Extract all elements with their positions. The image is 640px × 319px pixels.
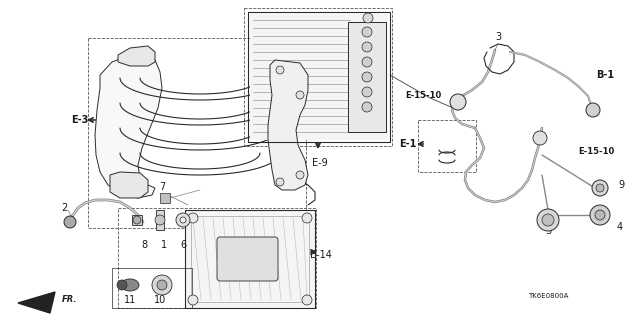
Bar <box>191 216 309 302</box>
Circle shape <box>188 295 198 305</box>
Circle shape <box>155 215 165 225</box>
Circle shape <box>157 280 167 290</box>
Text: E-14: E-14 <box>310 250 332 260</box>
Bar <box>156 210 164 230</box>
Text: E-15-10: E-15-10 <box>406 91 442 100</box>
Circle shape <box>533 131 547 145</box>
Circle shape <box>586 103 600 117</box>
Text: 9: 9 <box>618 180 624 190</box>
Bar <box>348 22 386 132</box>
Circle shape <box>133 216 141 224</box>
Circle shape <box>276 178 284 186</box>
Circle shape <box>117 280 127 290</box>
Circle shape <box>296 171 304 179</box>
Circle shape <box>362 57 372 67</box>
Text: 6: 6 <box>180 240 186 250</box>
Circle shape <box>592 180 608 196</box>
Circle shape <box>362 27 372 37</box>
Text: E-15-10: E-15-10 <box>578 147 614 157</box>
Bar <box>185 210 315 308</box>
Circle shape <box>362 72 372 82</box>
Text: 8: 8 <box>141 240 147 250</box>
Text: 10: 10 <box>154 295 166 305</box>
Text: 11: 11 <box>124 295 136 305</box>
Text: B-1: B-1 <box>596 70 614 80</box>
Circle shape <box>596 184 604 192</box>
Circle shape <box>537 209 559 231</box>
Bar <box>160 193 170 203</box>
Text: 7: 7 <box>159 182 165 192</box>
Text: E-1: E-1 <box>399 139 417 149</box>
Text: TK6E0800A: TK6E0800A <box>528 293 568 299</box>
Bar <box>88 38 306 228</box>
Text: 4: 4 <box>617 222 623 232</box>
Text: E-9: E-9 <box>312 158 328 168</box>
Bar <box>118 208 316 308</box>
Bar <box>418 120 476 172</box>
Bar <box>244 8 392 146</box>
Circle shape <box>276 66 284 74</box>
Circle shape <box>450 94 466 110</box>
Circle shape <box>188 213 198 223</box>
Polygon shape <box>110 172 148 198</box>
Polygon shape <box>95 55 162 198</box>
Circle shape <box>296 91 304 99</box>
Text: 5: 5 <box>545 226 551 236</box>
Circle shape <box>595 210 605 220</box>
Circle shape <box>362 102 372 112</box>
Bar <box>248 12 390 142</box>
Polygon shape <box>268 60 308 190</box>
Polygon shape <box>18 292 55 313</box>
FancyBboxPatch shape <box>217 237 278 281</box>
Circle shape <box>180 217 186 223</box>
Circle shape <box>362 87 372 97</box>
Polygon shape <box>118 46 155 66</box>
Bar <box>112 268 192 308</box>
Circle shape <box>362 42 372 52</box>
Circle shape <box>176 213 190 227</box>
Text: 2: 2 <box>61 203 67 213</box>
Text: FR.: FR. <box>62 295 77 305</box>
Bar <box>250 14 388 140</box>
Circle shape <box>64 216 76 228</box>
Circle shape <box>542 214 554 226</box>
Circle shape <box>152 275 172 295</box>
Bar <box>132 215 142 225</box>
Text: 1: 1 <box>161 240 167 250</box>
Circle shape <box>302 295 312 305</box>
Circle shape <box>590 205 610 225</box>
Circle shape <box>302 213 312 223</box>
Text: 3: 3 <box>495 32 501 42</box>
Text: E-3: E-3 <box>70 115 88 125</box>
Ellipse shape <box>121 279 139 291</box>
Circle shape <box>363 13 373 23</box>
